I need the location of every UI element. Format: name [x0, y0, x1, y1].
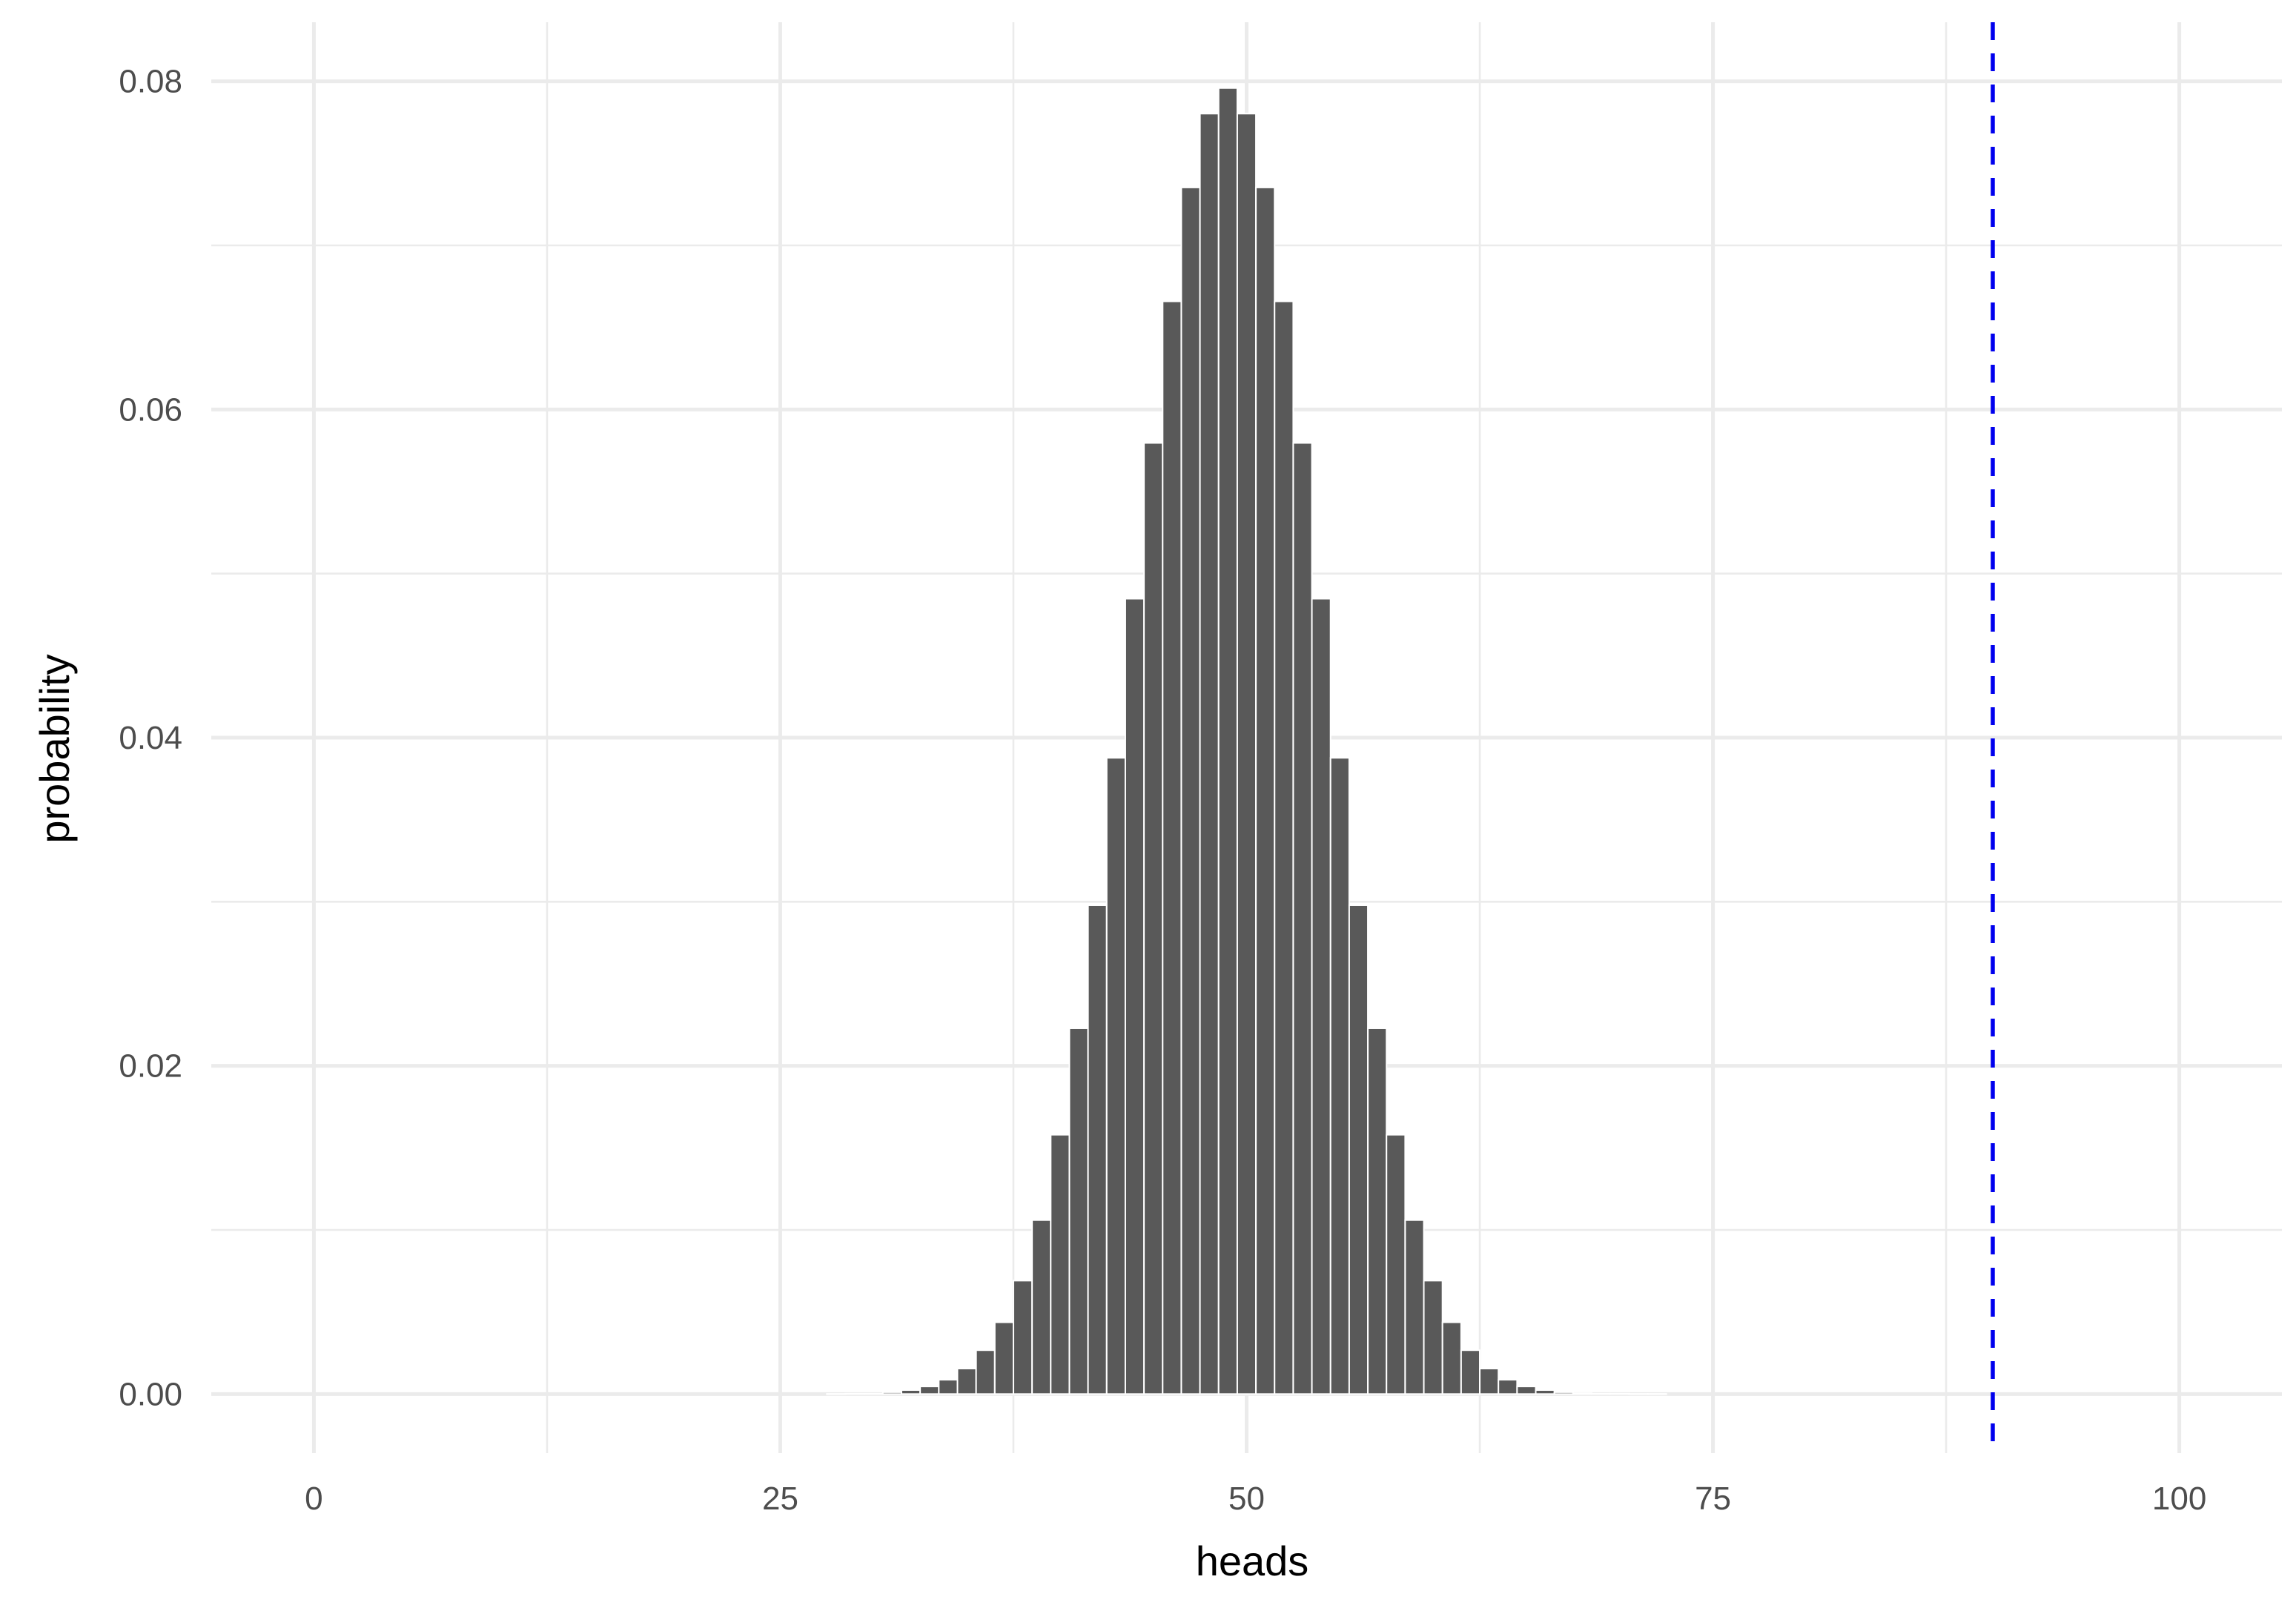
- bar-heads-40: [1050, 1134, 1071, 1395]
- x-tick-label: 75: [1695, 1481, 1731, 1517]
- bar-heads-47: [1180, 186, 1201, 1395]
- bar-heads-29: [844, 1392, 865, 1395]
- bar-heads-65: [1516, 1386, 1537, 1395]
- x-tick-label: 50: [1228, 1481, 1265, 1517]
- bar-heads-38: [1012, 1280, 1033, 1395]
- bar-heads-41: [1068, 1027, 1089, 1395]
- bar-heads-34: [938, 1379, 959, 1395]
- bar-heads-32: [901, 1389, 922, 1395]
- y-axis-title: probability: [31, 654, 78, 843]
- bar-heads-57: [1367, 1027, 1388, 1395]
- x-tick-label: 100: [2152, 1481, 2206, 1517]
- bar-heads-68: [1572, 1392, 1593, 1395]
- y-tick-label: 0.08: [119, 64, 182, 100]
- bar-heads-31: [881, 1391, 903, 1395]
- bar-heads-67: [1553, 1391, 1574, 1395]
- bar-heads-54: [1311, 598, 1331, 1395]
- bar-heads-60: [1423, 1280, 1443, 1395]
- y-tick-labels: 0.00 0.02 0.04 0.06 0.08: [119, 64, 182, 1413]
- bar-heads-35: [956, 1368, 977, 1395]
- bar-heads-28: [826, 1393, 847, 1395]
- bar-heads-66: [1535, 1389, 1555, 1395]
- y-tick-label: 0.00: [119, 1376, 182, 1412]
- bar-heads-43: [1105, 757, 1126, 1395]
- bar-heads-46: [1162, 300, 1182, 1395]
- y-tick-label: 0.04: [119, 720, 182, 756]
- bar-heads-69: [1591, 1392, 1612, 1395]
- bar-heads-42: [1087, 904, 1108, 1395]
- x-tick-labels: 0 25 50 75 100: [305, 1481, 2206, 1517]
- y-tick-label: 0.02: [119, 1048, 182, 1085]
- bar-heads-59: [1404, 1219, 1425, 1395]
- bar-heads-36: [975, 1349, 996, 1395]
- bar-heads-62: [1460, 1349, 1481, 1395]
- bar-heads-48: [1199, 113, 1220, 1395]
- bars: [826, 87, 1667, 1395]
- bar-heads-45: [1143, 442, 1164, 1395]
- bar-heads-39: [1031, 1219, 1052, 1395]
- bar-heads-64: [1498, 1379, 1518, 1395]
- bar-heads-50: [1236, 113, 1257, 1395]
- bar-heads-33: [919, 1386, 940, 1395]
- bar-heads-30: [863, 1392, 884, 1395]
- y-tick-label: 0.06: [119, 391, 182, 428]
- bar-heads-71: [1628, 1393, 1649, 1395]
- bar-heads-55: [1329, 757, 1350, 1395]
- bar-heads-44: [1124, 598, 1145, 1395]
- bar-heads-61: [1441, 1321, 1462, 1395]
- bar-heads-37: [993, 1321, 1014, 1395]
- bar-heads-63: [1479, 1368, 1500, 1395]
- bar-heads-72: [1647, 1393, 1667, 1395]
- x-tick-label: 0: [305, 1481, 322, 1517]
- bar-heads-53: [1292, 442, 1313, 1395]
- bar-heads-52: [1274, 300, 1294, 1395]
- x-axis-title: heads: [1196, 1538, 1309, 1584]
- bar-heads-70: [1609, 1392, 1630, 1395]
- bar-heads-51: [1255, 186, 1276, 1395]
- bar-heads-56: [1348, 904, 1369, 1395]
- bar-heads-58: [1386, 1134, 1406, 1395]
- x-tick-label: 25: [762, 1481, 798, 1517]
- bar-heads-49: [1217, 87, 1238, 1395]
